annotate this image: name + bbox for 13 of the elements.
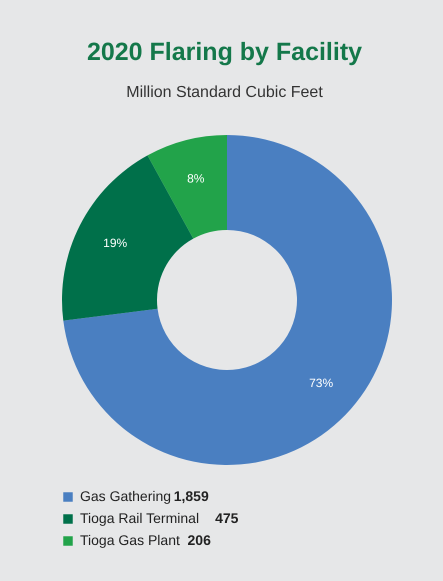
legend-label: Gas Gathering: [80, 488, 172, 504]
text: 206: [188, 532, 212, 548]
text: 1,859: [174, 488, 209, 504]
legend-label: Tioga Rail Terminal: [80, 510, 200, 526]
data-label: 19%: [103, 236, 128, 250]
chart-subtitle: Million Standard Cubic Feet: [126, 84, 324, 101]
data-label: 73%: [309, 376, 334, 390]
text: 475: [215, 510, 239, 526]
donut-slice: [63, 135, 392, 465]
data-label: 8%: [187, 171, 205, 186]
legend-label: Tioga Gas Plant: [80, 532, 180, 548]
donut-slice: [148, 135, 227, 239]
chart-title: 2020 Flaring by Facility: [86, 38, 362, 66]
